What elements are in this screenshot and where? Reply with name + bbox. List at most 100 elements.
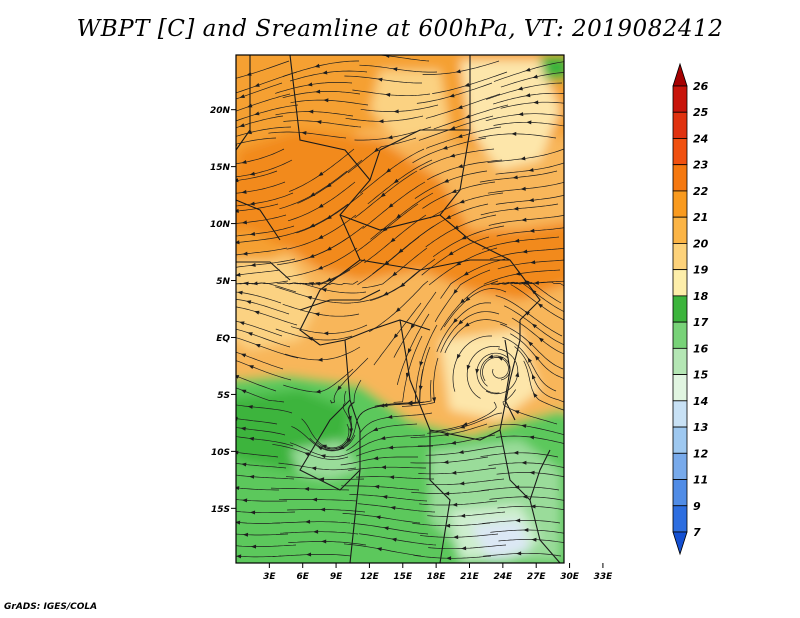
- streamline: [419, 148, 495, 171]
- colorbar-segment: [672, 138, 688, 166]
- streamline-arrowhead: [442, 145, 448, 150]
- streamline: [343, 543, 422, 557]
- streamline: [412, 137, 487, 164]
- streamline: [510, 333, 564, 379]
- lat-label: EQ: [216, 334, 230, 344]
- colorbar-label: 17: [693, 316, 709, 329]
- streamline-arrowhead: [241, 462, 247, 467]
- streamline-arrowhead: [380, 436, 386, 440]
- streamline-arrowhead: [373, 147, 380, 153]
- streamline-arrowhead: [323, 331, 329, 336]
- streamline-arrowhead: [532, 74, 538, 79]
- colorbar-label: 19: [693, 264, 709, 277]
- streamline: [236, 404, 293, 414]
- streamline: [393, 335, 423, 403]
- streamline-arrowhead: [317, 446, 323, 451]
- streamline-arrowhead: [521, 460, 527, 465]
- streamline-arrowhead: [243, 281, 249, 286]
- streamline: [236, 351, 284, 370]
- streamline: [236, 148, 285, 165]
- streamline: [523, 360, 564, 411]
- colorbar-segment: [672, 295, 688, 323]
- streamline: [236, 269, 281, 276]
- streamline: [490, 529, 564, 534]
- streamline-arrowhead: [326, 182, 332, 188]
- streamline-arrowhead: [453, 225, 459, 230]
- streamline: [426, 126, 502, 149]
- streamline: [426, 478, 505, 486]
- colorbar-bottom-arrow: [672, 531, 688, 556]
- streamline-arrowhead: [346, 437, 351, 444]
- streamline-arrowhead: [236, 240, 240, 245]
- streamline-arrowhead: [452, 502, 458, 507]
- colorbar: 26 25 24 23 22 21 20 19 18 17 16 15 14 13 12 11 9 7: [672, 62, 709, 556]
- streamline-arrowhead: [306, 552, 312, 557]
- streamline-arrowhead: [304, 452, 310, 457]
- streamline: [236, 159, 293, 178]
- colorbar-segment: [672, 243, 688, 271]
- streamline-arrowhead: [387, 414, 393, 419]
- streamline-arrowhead: [347, 415, 352, 422]
- streamline-arrowhead: [458, 319, 464, 325]
- streamline-arrowhead: [475, 368, 480, 374]
- streamline-arrowhead: [466, 364, 471, 371]
- streamline-arrowhead: [326, 215, 332, 220]
- streamline: [452, 335, 492, 392]
- streamline-arrowhead: [318, 171, 324, 177]
- streamline: [414, 324, 438, 400]
- streamline-arrowhead: [251, 544, 257, 549]
- streamline-arrowhead: [254, 111, 260, 116]
- streamline: [236, 203, 279, 212]
- streamline-arrowhead: [525, 93, 531, 98]
- streamline: [236, 82, 283, 100]
- streamline: [359, 64, 438, 73]
- streamline: [316, 401, 355, 450]
- streamline: [485, 113, 564, 122]
- streamline-arrowhead: [456, 353, 461, 360]
- streamline-arrowhead: [513, 450, 519, 455]
- colorbar-label: 22: [693, 185, 709, 198]
- streamline: [493, 61, 564, 82]
- streamline: [370, 192, 434, 240]
- streamline-arrowhead: [326, 277, 332, 282]
- streamline-arrowhead: [236, 208, 239, 213]
- lat-label: 5S: [217, 391, 230, 401]
- streamline-arrowhead: [393, 178, 399, 184]
- streamline-arrowhead: [390, 237, 396, 243]
- streamline-arrowhead: [395, 307, 401, 313]
- streamline: [495, 162, 564, 175]
- streamline-arrowhead: [444, 491, 450, 496]
- streamline-arrowhead: [419, 361, 424, 367]
- streamline-arrowhead: [382, 226, 388, 232]
- streamline: [488, 423, 564, 436]
- streamline-arrowhead: [533, 392, 538, 398]
- streamline-arrowhead: [239, 94, 245, 98]
- colorbar-segment: [672, 400, 688, 428]
- streamline-arrowhead: [255, 344, 261, 348]
- streamline-arrowhead: [242, 498, 248, 503]
- streamline-arrowhead: [459, 481, 465, 486]
- streamline-arrowhead: [418, 385, 423, 391]
- streamline-arrowhead: [522, 494, 528, 499]
- streamline: [411, 489, 490, 495]
- lon-label: 3E: [263, 572, 276, 582]
- streamline-arrowhead: [391, 537, 397, 542]
- streamline: [349, 493, 428, 502]
- streamline: [352, 89, 431, 97]
- streamline-arrowhead: [525, 67, 531, 72]
- streamline: [393, 291, 437, 358]
- streamline: [275, 286, 352, 304]
- streamline-arrowhead: [307, 336, 313, 341]
- streamline: [425, 214, 497, 248]
- streamline: [488, 462, 564, 468]
- streamline-arrowhead: [237, 290, 243, 295]
- streamline: [497, 505, 564, 511]
- streamline-arrows: [236, 55, 544, 561]
- grads-credit: GrADS: IGES/COLA: [4, 602, 98, 612]
- streamline-arrowhead: [380, 192, 386, 198]
- streamline-arrowhead: [453, 289, 458, 295]
- streamline-arrowhead: [248, 365, 254, 369]
- streamline-arrowhead: [317, 357, 323, 362]
- streamline-arrowhead: [533, 280, 539, 285]
- streamline-arrowhead: [241, 220, 247, 225]
